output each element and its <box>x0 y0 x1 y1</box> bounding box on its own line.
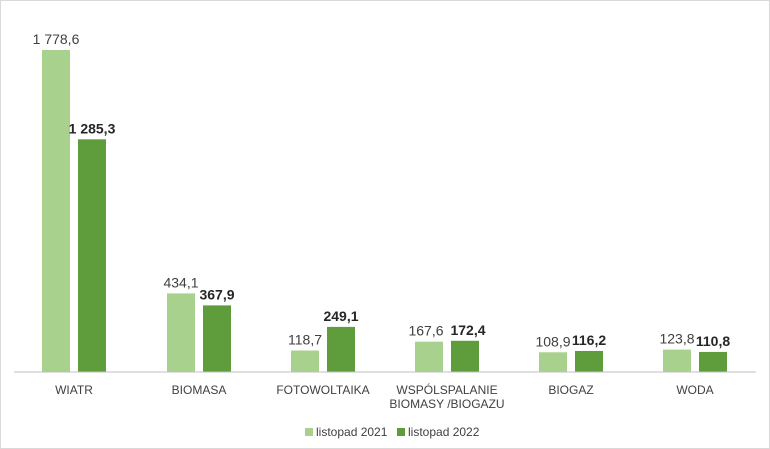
legend-swatch-2022 <box>397 428 405 436</box>
legend-label-2021: listopad 2021 <box>316 425 388 439</box>
category-label-0-0: WIATR <box>55 383 93 397</box>
bar-2022-3 <box>451 340 479 372</box>
category-label-1-0: BIOMASA <box>172 383 227 397</box>
bar-2022-1 <box>203 305 231 372</box>
value-label-2021-2: 118,7 <box>288 332 322 348</box>
bar-2021-3 <box>415 341 443 372</box>
bar-2022-4 <box>575 350 603 372</box>
category-labels: WIATR BIOMASA FOTOWOLTAIKA WSPÓLSPALANIEBIO… <box>55 382 714 411</box>
value-label-2022-4: 116,2 <box>572 332 606 348</box>
value-label-2021-1: 434,1 <box>163 274 198 290</box>
legend-label-2022: listopad 2022 <box>408 425 480 439</box>
bar-2021-4 <box>539 352 567 372</box>
value-label-2022-0: 1 285,3 <box>69 120 116 136</box>
value-label-2021-0: 1 778,6 <box>33 31 80 47</box>
category-label-5-0: WODA <box>676 383 713 397</box>
bar-2021-0 <box>42 50 70 372</box>
bar-2021-2 <box>291 350 319 372</box>
bar-2022-5 <box>699 351 727 372</box>
value-label-2022-2: 249,1 <box>323 308 358 324</box>
category-label-3-1: BIOMASY /BIOGAZU <box>389 397 504 411</box>
bar-2022-2 <box>327 326 355 372</box>
value-label-2021-4: 108,9 <box>535 333 570 349</box>
bar-2022-0 <box>78 139 106 372</box>
legend-swatch-2021 <box>305 428 313 436</box>
value-label-2021-5: 123,8 <box>659 331 694 347</box>
category-label-2-0: FOTOWOLTAIKA <box>276 383 369 397</box>
legend: listopad 2021 listopad 2022 <box>305 425 480 439</box>
value-label-2022-5: 110,8 <box>696 333 730 349</box>
bars-layer <box>42 50 727 372</box>
category-label-3-0: WSPÓLSPALANIE <box>396 382 497 397</box>
value-label-2021-3: 167,6 <box>408 323 443 339</box>
value-label-2022-3: 172,4 <box>450 322 485 338</box>
category-label-4-0: BIOGAZ <box>548 383 593 397</box>
value-label-2022-1: 367,9 <box>199 286 234 302</box>
bar-2021-1 <box>167 293 195 372</box>
bar-2021-5 <box>663 349 691 372</box>
